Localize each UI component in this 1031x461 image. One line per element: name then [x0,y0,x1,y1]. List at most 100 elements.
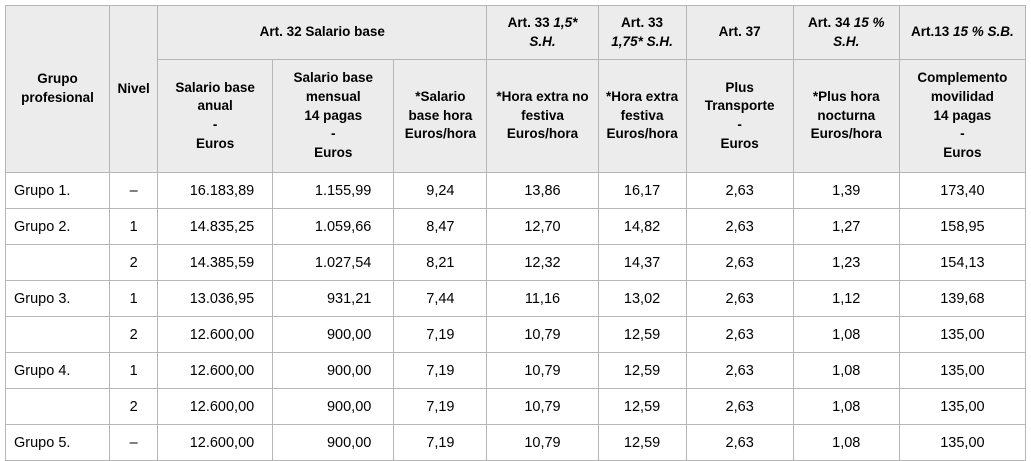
cell-salario-base-anual: 13.036,95 [157,280,274,317]
cell-hora-extra-no-festiva: 13,86 [486,172,599,209]
cell-nivel: 1 [109,352,159,389]
cell-plus-hora-nocturna: 1,27 [792,208,900,245]
cell-nivel: 1 [109,280,159,317]
cell-salario-base-hora: 7,44 [393,280,488,317]
table-row: 2 12.600,00 900,00 7,19 10,79 12,59 2,63 1,08 13… [4,316,1027,353]
cell-hora-extra-no-festiva: 10,79 [486,388,599,425]
cell-salario-base-hora: 7,19 [393,388,488,425]
cell-plus-transporte: 2,63 [685,172,794,209]
cell-salario-base-mensual: 900,00 [272,424,395,461]
cell-complemento-movilidad: 135,00 [898,424,1027,461]
cell-hora-extra-no-festiva: 10,79 [486,316,599,353]
table-row: Grupo 3. 1 13.036,95 931,21 7,44 11,16 13,02 2,… [4,280,1027,317]
cell-hora-extra-no-festiva: 10,79 [486,352,599,389]
table-row: Grupo 4. 1 12.600,00 900,00 7,19 10,79 12,59 2,… [4,352,1027,389]
cell-complemento-movilidad: 154,13 [898,244,1027,281]
cell-hora-extra-festiva: 12,59 [597,316,687,353]
cell-complemento-movilidad: 135,00 [898,352,1027,389]
table-row: 2 14.385,59 1.027,54 8,21 12,32 14,37 2,63 1,23… [4,244,1027,281]
cell-hora-extra-festiva: 16,17 [597,172,687,209]
cell-grupo-profesional: Grupo 4. [4,352,111,389]
cell-nivel: 2 [109,316,159,353]
cell-grupo-profesional: Grupo 1. [4,172,111,209]
cell-plus-hora-nocturna: 1,39 [792,172,900,209]
cell-hora-extra-festiva: 14,82 [597,208,687,245]
col-header-art33-1-75-sh: Art. 33 1,75* S.H. [597,5,687,60]
col-header-grupo-profesional: Grupo profesional [4,5,111,173]
cell-salario-base-hora: 7,19 [393,352,488,389]
table-row: Grupo 2. 1 14.835,25 1.059,66 8,47 12,70 14,82… [4,208,1027,245]
col-header-salario-base-hora: *Salario base hora Euros/hora [393,59,488,173]
cell-grupo-profesional: Grupo 5. [4,424,111,461]
cell-salario-base-mensual: 931,21 [272,280,395,317]
col-header-art37: Art. 37 [685,5,794,60]
cell-hora-extra-festiva: 14,37 [597,244,687,281]
cell-plus-transporte: 2,63 [685,316,794,353]
cell-salario-base-anual: 12.600,00 [157,424,274,461]
col-header-art33-1-5-sh: Art. 33 1,5* S.H. [486,5,599,60]
cell-salario-base-anual: 12.600,00 [157,316,274,353]
cell-complemento-movilidad: 158,95 [898,208,1027,245]
col-header-plus-hora-nocturna: *Plus hora nocturna Euros/hora [792,59,900,173]
cell-salario-base-hora: 7,19 [393,316,488,353]
cell-salario-base-mensual: 1.027,54 [272,244,395,281]
col-header-art34-15-sh: Art. 34 15 % S.H. [792,5,900,60]
cell-plus-transporte: 2,63 [685,352,794,389]
col-header-hora-extra-no-festiva: *Hora extra no festiva Euros/hora [486,59,599,173]
cell-plus-hora-nocturna: 1,12 [792,280,900,317]
cell-salario-base-mensual: 900,00 [272,316,395,353]
cell-hora-extra-no-festiva: 12,70 [486,208,599,245]
table-row: 2 12.600,00 900,00 7,19 10,79 12,59 2,63 1,08 13… [4,388,1027,425]
col-header-complemento-movilidad: Complemento movilidad 14 pagas - Euros [898,59,1027,173]
cell-salario-base-anual: 12.600,00 [157,352,274,389]
cell-grupo-profesional [4,388,111,425]
cell-nivel: 2 [109,244,159,281]
cell-salario-base-hora: 8,47 [393,208,488,245]
cell-plus-hora-nocturna: 1,08 [792,388,900,425]
table-header: Grupo profesional Nivel Art. 32 Salario b… [4,5,1027,173]
col-header-nivel: Nivel [109,5,159,173]
col-header-hora-extra-festiva: *Hora extra festiva Euros/hora [597,59,687,173]
cell-plus-hora-nocturna: 1,23 [792,244,900,281]
cell-plus-hora-nocturna: 1,08 [792,316,900,353]
salary-table: Grupo profesional Nivel Art. 32 Salario b… [4,5,1027,461]
cell-hora-extra-festiva: 13,02 [597,280,687,317]
col-header-salario-base-mensual: Salario base mensual 14 pagas - Euros [272,59,395,173]
cell-plus-hora-nocturna: 1,08 [792,352,900,389]
cell-complemento-movilidad: 135,00 [898,316,1027,353]
cell-complemento-movilidad: 135,00 [898,388,1027,425]
cell-plus-transporte: 2,63 [685,280,794,317]
cell-plus-transporte: 2,63 [685,424,794,461]
cell-grupo-profesional: Grupo 3. [4,280,111,317]
col-header-art32-salario-base: Art. 32 Salario base [157,5,488,60]
cell-salario-base-anual: 14.385,59 [157,244,274,281]
cell-salario-base-mensual: 1.059,66 [272,208,395,245]
cell-hora-extra-festiva: 12,59 [597,352,687,389]
cell-salario-base-hora: 7,19 [393,424,488,461]
cell-complemento-movilidad: 173,40 [898,172,1027,209]
col-header-plus-transporte: Plus Transporte - Euros [685,59,794,173]
table-row: Grupo 1. –16.183,89 1.155,99 9,24 13,86 16,17… [4,172,1027,209]
cell-hora-extra-no-festiva: 11,16 [486,280,599,317]
cell-salario-base-anual: 14.835,25 [157,208,274,245]
table-body: Grupo 1. –16.183,89 1.155,99 9,24 13,86 16,17… [4,172,1027,461]
cell-salario-base-anual: 16.183,89 [157,172,274,209]
cell-plus-hora-nocturna: 1,08 [792,424,900,461]
cell-nivel: – [109,424,159,461]
cell-complemento-movilidad: 139,68 [898,280,1027,317]
cell-hora-extra-no-festiva: 10,79 [486,424,599,461]
cell-grupo-profesional: Grupo 2. [4,208,111,245]
cell-salario-base-anual: 12.600,00 [157,388,274,425]
cell-nivel: 2 [109,388,159,425]
cell-plus-transporte: 2,63 [685,388,794,425]
cell-plus-transporte: 2,63 [685,208,794,245]
cell-salario-base-mensual: 900,00 [272,352,395,389]
cell-hora-extra-festiva: 12,59 [597,424,687,461]
table-row: Grupo 5. –12.600,00 900,00 7,19 10,79 12,59 2,… [4,424,1027,461]
col-header-art13-15-sb: Art.13 15 % S.B. [898,5,1027,60]
cell-hora-extra-festiva: 12,59 [597,388,687,425]
cell-nivel: 1 [109,208,159,245]
cell-grupo-profesional [4,316,111,353]
cell-grupo-profesional [4,244,111,281]
cell-salario-base-hora: 9,24 [393,172,488,209]
